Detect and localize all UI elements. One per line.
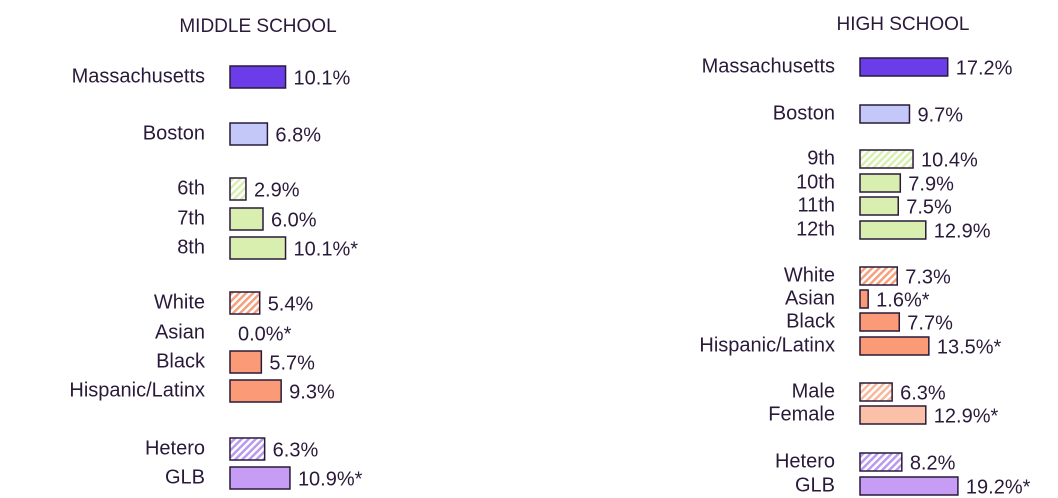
bar <box>859 452 903 472</box>
bar <box>859 173 902 193</box>
value-label: 0.0%* <box>238 323 292 345</box>
bar <box>859 476 959 496</box>
value-label: 6.0% <box>271 209 317 231</box>
category-label: GLB <box>795 474 835 496</box>
bar <box>229 466 291 490</box>
value-label: 10.1% <box>294 67 351 89</box>
category-label: Black <box>156 350 206 372</box>
bar <box>229 350 263 374</box>
bar <box>229 122 269 146</box>
bar <box>859 336 930 356</box>
chart-title: MIDDLE SCHOOL <box>179 16 336 37</box>
value-label: 9.3% <box>289 381 335 403</box>
category-label: Hetero <box>145 437 205 459</box>
value-label: 6.3% <box>900 382 946 404</box>
category-label: 7th <box>177 207 205 229</box>
value-label: 9.7% <box>917 104 963 126</box>
category-label: Hispanic/Latinx <box>699 334 835 356</box>
bar <box>229 291 261 315</box>
category-label: Asian <box>155 321 205 343</box>
bar <box>859 382 893 402</box>
value-label: 10.1%* <box>294 238 359 260</box>
category-label: Female <box>768 403 835 425</box>
value-label: 13.5%* <box>937 336 1002 358</box>
chart-title: HIGH SCHOOL <box>836 14 969 35</box>
bar <box>859 405 927 425</box>
bar <box>859 220 927 240</box>
bar <box>229 65 287 89</box>
category-label: Massachusetts <box>72 65 205 87</box>
category-label: Massachusetts <box>702 55 835 77</box>
category-label: 6th <box>177 177 205 199</box>
value-label: 12.9% <box>934 220 991 242</box>
category-label: 8th <box>177 236 205 258</box>
value-label: 1.6%* <box>876 289 930 311</box>
value-label: 7.7% <box>907 312 953 334</box>
value-label: 17.2% <box>956 57 1013 79</box>
category-label: 11th <box>798 194 835 216</box>
value-label: 6.3% <box>273 439 319 461</box>
bar <box>859 57 949 77</box>
bar <box>859 266 898 286</box>
value-label: 8.2% <box>910 452 956 474</box>
value-label: 12.9%* <box>934 405 999 427</box>
category-label: Hetero <box>775 450 835 472</box>
category-label: Asian <box>785 287 835 309</box>
category-label: 9th <box>807 147 835 169</box>
value-label: 5.4% <box>268 293 314 315</box>
bar <box>859 289 869 309</box>
bar <box>859 312 901 332</box>
category-label: Hispanic/Latinx <box>69 379 205 401</box>
value-label: 10.4% <box>921 149 978 171</box>
bar <box>229 437 266 461</box>
value-label: 7.3% <box>905 266 951 288</box>
value-label: 6.8% <box>275 124 321 146</box>
category-label: Boston <box>773 102 835 124</box>
value-label: 10.9%* <box>298 468 363 490</box>
category-label: 10th <box>796 171 835 193</box>
category-label: 12th <box>796 218 835 240</box>
bar <box>229 236 287 260</box>
category-label: Male <box>792 380 835 402</box>
category-label: White <box>154 291 205 313</box>
value-label: 7.5% <box>906 196 952 218</box>
value-label: 19.2%* <box>966 476 1031 498</box>
bar <box>859 104 911 124</box>
category-label: GLB <box>165 466 205 488</box>
category-label: Boston <box>143 122 205 144</box>
bar <box>859 196 899 216</box>
category-label: Black <box>786 310 836 332</box>
bar <box>229 177 247 201</box>
value-label: 2.9% <box>254 179 300 201</box>
value-label: 5.7% <box>269 352 315 374</box>
bar <box>229 207 264 231</box>
bar <box>859 149 914 169</box>
value-label: 7.9% <box>908 173 954 195</box>
category-label: White <box>784 264 835 286</box>
bar <box>229 379 282 403</box>
